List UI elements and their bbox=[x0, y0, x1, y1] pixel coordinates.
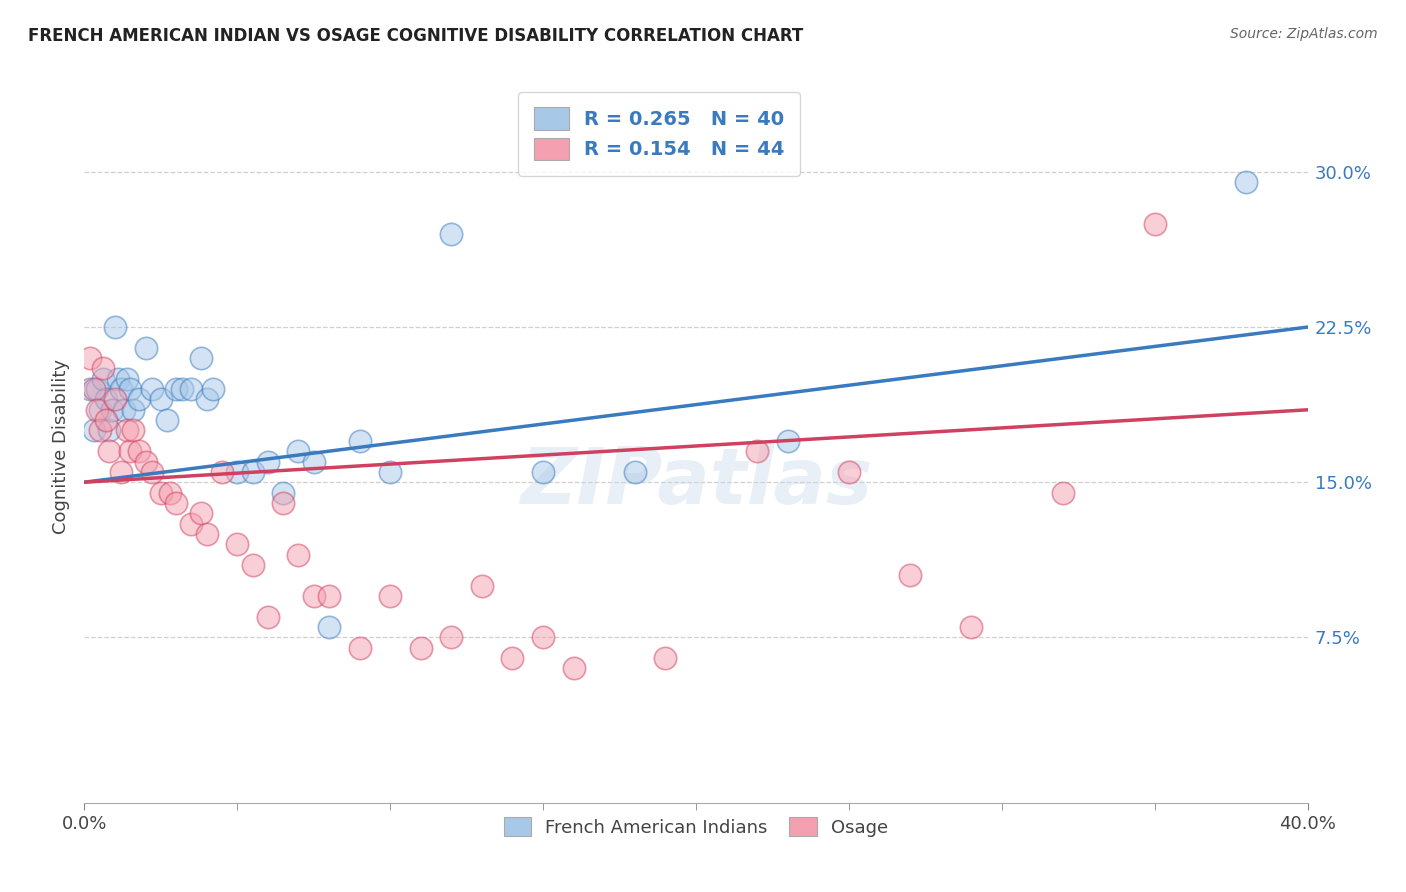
Point bbox=[471, 579, 494, 593]
Point bbox=[110, 465, 132, 479]
Point bbox=[120, 382, 142, 396]
Point bbox=[180, 382, 202, 396]
Point bbox=[654, 651, 676, 665]
Point bbox=[104, 320, 127, 334]
Point bbox=[380, 589, 402, 603]
Point bbox=[115, 424, 138, 438]
Point bbox=[83, 424, 105, 438]
Point bbox=[226, 537, 249, 551]
Point bbox=[120, 444, 142, 458]
Point bbox=[149, 485, 172, 500]
Point bbox=[135, 341, 157, 355]
Point bbox=[86, 402, 108, 417]
Point bbox=[562, 661, 585, 675]
Point bbox=[104, 392, 127, 407]
Point bbox=[128, 392, 150, 407]
Point bbox=[128, 444, 150, 458]
Point bbox=[97, 424, 120, 438]
Point bbox=[440, 630, 463, 644]
Point bbox=[318, 620, 340, 634]
Point bbox=[122, 424, 145, 438]
Point bbox=[79, 382, 101, 396]
Point bbox=[101, 402, 124, 417]
Point bbox=[242, 465, 264, 479]
Legend: French American Indians, Osage: French American Indians, Osage bbox=[496, 810, 896, 844]
Point bbox=[226, 465, 249, 479]
Point bbox=[94, 413, 117, 427]
Point bbox=[195, 527, 218, 541]
Point bbox=[898, 568, 921, 582]
Point bbox=[257, 454, 280, 468]
Point bbox=[115, 372, 138, 386]
Point bbox=[141, 382, 163, 396]
Point bbox=[91, 372, 114, 386]
Point bbox=[79, 351, 101, 365]
Point bbox=[165, 496, 187, 510]
Point bbox=[156, 413, 179, 427]
Y-axis label: Cognitive Disability: Cognitive Disability bbox=[52, 359, 70, 533]
Point bbox=[86, 382, 108, 396]
Point bbox=[122, 402, 145, 417]
Point bbox=[110, 382, 132, 396]
Text: FRENCH AMERICAN INDIAN VS OSAGE COGNITIVE DISABILITY CORRELATION CHART: FRENCH AMERICAN INDIAN VS OSAGE COGNITIV… bbox=[28, 27, 803, 45]
Point bbox=[180, 516, 202, 531]
Point bbox=[242, 558, 264, 572]
Point bbox=[349, 434, 371, 448]
Point bbox=[409, 640, 432, 655]
Point bbox=[531, 465, 554, 479]
Point bbox=[502, 651, 524, 665]
Point bbox=[960, 620, 983, 634]
Point bbox=[838, 465, 860, 479]
Point bbox=[287, 444, 309, 458]
Point bbox=[776, 434, 799, 448]
Text: ZIPatlas: ZIPatlas bbox=[520, 443, 872, 520]
Point bbox=[211, 465, 233, 479]
Point bbox=[89, 424, 111, 438]
Point bbox=[190, 351, 212, 365]
Point bbox=[195, 392, 218, 407]
Point bbox=[287, 548, 309, 562]
Point bbox=[149, 392, 172, 407]
Point bbox=[165, 382, 187, 396]
Point bbox=[1052, 485, 1074, 500]
Point bbox=[302, 589, 325, 603]
Point bbox=[97, 444, 120, 458]
Point bbox=[83, 382, 105, 396]
Point bbox=[271, 485, 294, 500]
Point bbox=[141, 465, 163, 479]
Point bbox=[747, 444, 769, 458]
Point bbox=[271, 496, 294, 510]
Point bbox=[257, 609, 280, 624]
Point bbox=[624, 465, 647, 479]
Point bbox=[302, 454, 325, 468]
Point bbox=[318, 589, 340, 603]
Point bbox=[190, 506, 212, 520]
Point bbox=[91, 361, 114, 376]
Text: Source: ZipAtlas.com: Source: ZipAtlas.com bbox=[1230, 27, 1378, 41]
Point bbox=[380, 465, 402, 479]
Point bbox=[349, 640, 371, 655]
Point bbox=[1236, 175, 1258, 189]
Point bbox=[159, 485, 181, 500]
Point bbox=[440, 227, 463, 241]
Point bbox=[531, 630, 554, 644]
Point bbox=[135, 454, 157, 468]
Point bbox=[201, 382, 224, 396]
Point bbox=[89, 402, 111, 417]
Point bbox=[172, 382, 194, 396]
Point bbox=[94, 392, 117, 407]
Point bbox=[1143, 217, 1166, 231]
Point bbox=[107, 372, 129, 386]
Point bbox=[112, 402, 135, 417]
